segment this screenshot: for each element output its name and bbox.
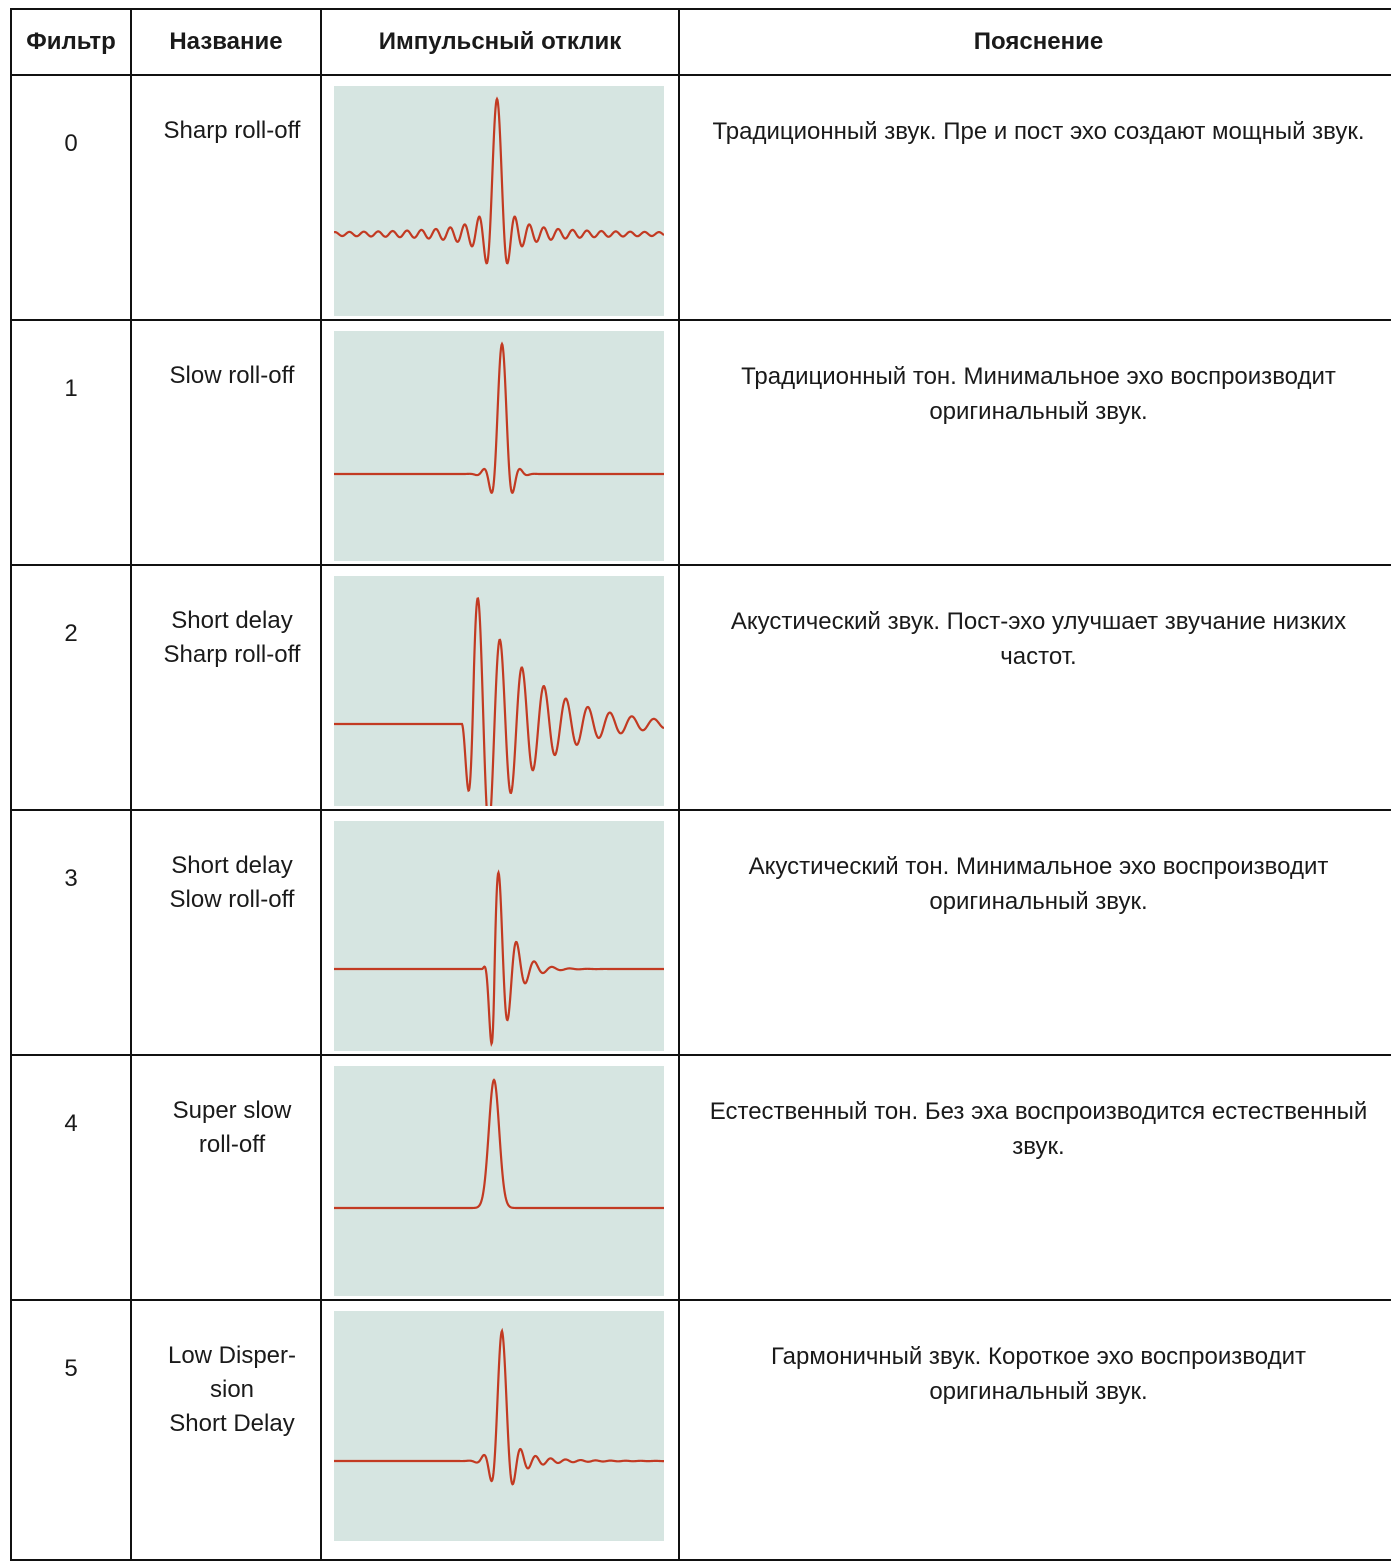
- filter-name: Short delay Sharp roll-off: [163, 607, 301, 668]
- table-row: 4 Super slow roll-off Естественный тон. …: [10, 1054, 1391, 1301]
- filter-explanation: Гармоничный звук. Короткое эхо воспроизв…: [771, 1343, 1306, 1405]
- filter-explanation: Традиционный звук. Пре и пост эхо создаю…: [712, 118, 1365, 145]
- table-row: 5 Low Disper- sion Short Delay Гармоничн…: [10, 1299, 1391, 1561]
- header-explanation: Пояснение: [678, 8, 1391, 76]
- impulse-plot: [334, 1311, 664, 1541]
- waveform-line: [334, 1327, 664, 1486]
- waveform-line: [334, 1078, 664, 1210]
- filter-number: 4: [64, 1110, 78, 1137]
- impulse-plot: [334, 1066, 664, 1296]
- filter-number: 2: [64, 620, 78, 647]
- impulse-plot: [334, 821, 664, 1051]
- table-row: 2 Short delay Sharp roll-off Акустически…: [10, 564, 1391, 811]
- impulse-plot: [334, 86, 664, 316]
- filter-explanation: Акустический звук. Пост-эхо улучшает зву…: [730, 608, 1347, 670]
- header-impulse: Импульсный отклик: [320, 8, 680, 76]
- table-row: 3 Short delay Slow roll-off Акустический…: [10, 809, 1391, 1056]
- filter-number: 0: [64, 130, 78, 157]
- filter-table: Фильтр Название Импульсный отклик Поясне…: [10, 8, 1391, 1561]
- impulse-plot: [334, 331, 664, 561]
- post-ringing-long-icon: [334, 597, 664, 806]
- filter-number: 1: [64, 375, 78, 402]
- filter-number: 5: [64, 1355, 78, 1382]
- header-filter: Фильтр: [10, 8, 132, 76]
- waveform-line: [334, 96, 664, 265]
- waveform-line: [334, 597, 664, 806]
- filter-number: 3: [64, 865, 78, 892]
- filter-name: Low Disper- sion Short Delay: [167, 1342, 297, 1437]
- filter-explanation: Акустический тон. Минимальное эхо воспро…: [748, 853, 1329, 915]
- table-row: 0 Sharp roll-off Традиционный звук. Пре …: [10, 74, 1391, 321]
- header-name: Название: [130, 8, 322, 76]
- impulse-plot: [334, 576, 664, 806]
- waveform-line: [334, 341, 664, 495]
- low-dispersion-ringing-icon: [334, 1327, 664, 1486]
- filter-explanation: Естественный тон. Без эха воспроизводитс…: [709, 1098, 1368, 1160]
- filter-name: Sharp roll-off: [163, 117, 301, 144]
- symmetric-long-ringing-icon: [334, 96, 664, 265]
- filter-name: Slow roll-off: [169, 362, 295, 389]
- table-row: 1 Slow roll-off Традиционный тон. Минима…: [10, 319, 1391, 566]
- waveform-line: [334, 869, 664, 1047]
- header-row: Фильтр Название Импульсный отклик Поясне…: [10, 8, 1391, 76]
- filter-explanation: Традиционный тон. Минимальное эхо воспро…: [741, 363, 1336, 425]
- single-pulse-icon: [334, 1078, 664, 1210]
- post-ringing-short-icon: [334, 869, 664, 1047]
- symmetric-short-ringing-icon: [334, 341, 664, 495]
- filter-name: Short delay Slow roll-off: [169, 852, 295, 913]
- filter-name: Super slow roll-off: [172, 1097, 292, 1158]
